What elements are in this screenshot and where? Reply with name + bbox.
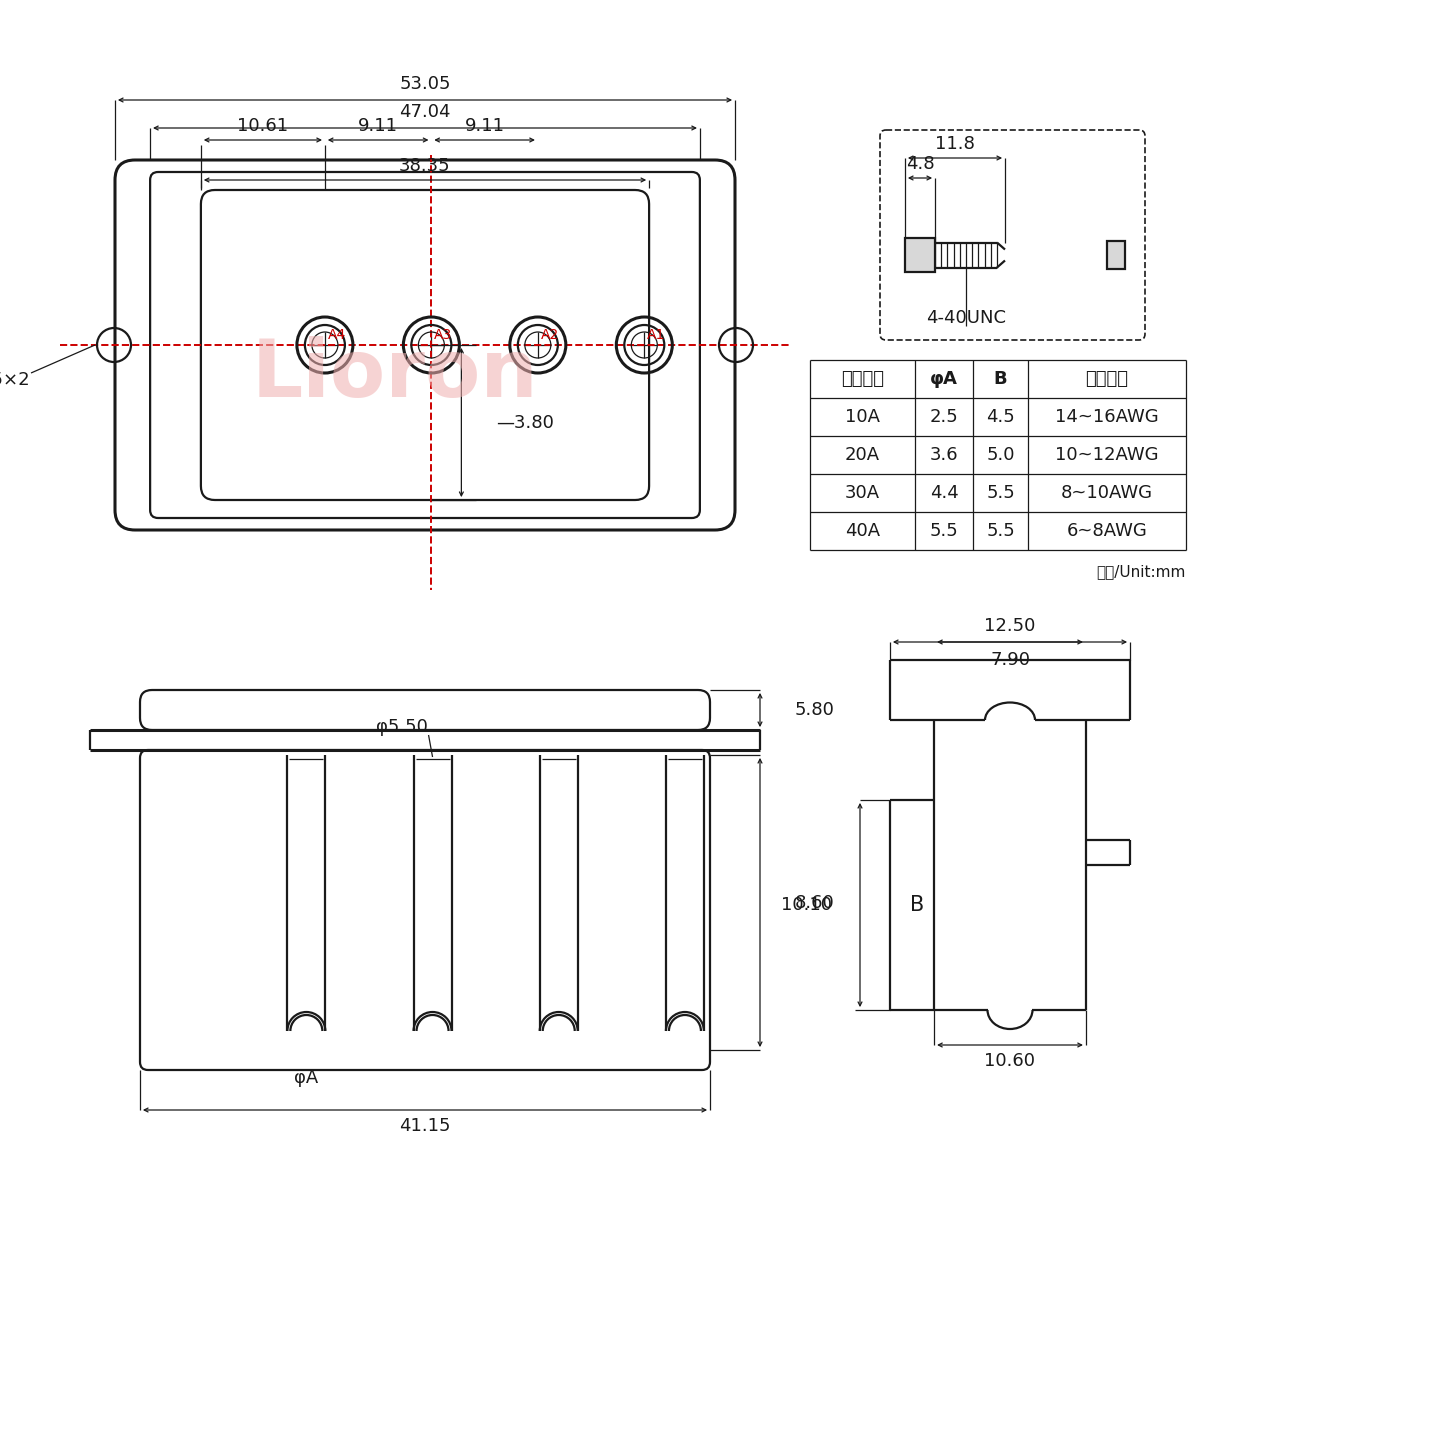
Text: 11.8: 11.8 xyxy=(935,135,975,153)
Text: 线材规格: 线材规格 xyxy=(1086,370,1129,387)
Text: 5.5: 5.5 xyxy=(986,484,1015,503)
Text: 14~16AWG: 14~16AWG xyxy=(1056,408,1159,426)
Text: —3.80: —3.80 xyxy=(497,413,554,432)
Text: φ3.15×2: φ3.15×2 xyxy=(0,372,30,389)
Text: 8.60: 8.60 xyxy=(795,893,835,912)
Text: 10A: 10A xyxy=(845,408,880,426)
Text: 4-40UNC: 4-40UNC xyxy=(926,310,1007,327)
Text: 12.50: 12.50 xyxy=(985,616,1035,635)
Text: Lioron: Lioron xyxy=(252,336,539,415)
Text: B: B xyxy=(910,896,924,914)
Text: 10~12AWG: 10~12AWG xyxy=(1056,446,1159,464)
Text: 10.10: 10.10 xyxy=(780,896,832,914)
Text: 5.5: 5.5 xyxy=(986,521,1015,540)
Text: 20A: 20A xyxy=(845,446,880,464)
Text: φ5.50: φ5.50 xyxy=(376,719,428,736)
Text: 7.90: 7.90 xyxy=(991,651,1030,670)
Text: 6~8AWG: 6~8AWG xyxy=(1067,521,1148,540)
Text: 4.4: 4.4 xyxy=(930,484,959,503)
Bar xyxy=(904,238,935,272)
Text: 53.05: 53.05 xyxy=(399,75,451,94)
Text: 3.6: 3.6 xyxy=(930,446,958,464)
Text: A4: A4 xyxy=(328,328,346,341)
Text: 单位/Unit:mm: 单位/Unit:mm xyxy=(1097,564,1187,579)
Text: φA: φA xyxy=(930,370,958,387)
Text: 47.04: 47.04 xyxy=(399,104,451,121)
Text: 30A: 30A xyxy=(845,484,880,503)
Text: A1: A1 xyxy=(648,328,665,341)
Text: 9.11: 9.11 xyxy=(465,117,504,135)
Text: 2.5: 2.5 xyxy=(930,408,959,426)
Text: 4.8: 4.8 xyxy=(906,156,935,173)
Text: 10.60: 10.60 xyxy=(985,1053,1035,1070)
Text: 38.35: 38.35 xyxy=(399,157,451,176)
Text: 9.11: 9.11 xyxy=(359,117,397,135)
Text: 40A: 40A xyxy=(845,521,880,540)
Text: 5.0: 5.0 xyxy=(986,446,1015,464)
Text: A3: A3 xyxy=(435,328,452,341)
Text: 5.80: 5.80 xyxy=(795,701,835,719)
Bar xyxy=(1107,240,1125,269)
Text: φA: φA xyxy=(294,1068,318,1087)
Text: A2: A2 xyxy=(541,328,559,341)
Text: 5.5: 5.5 xyxy=(930,521,959,540)
Text: 额定电流: 额定电流 xyxy=(841,370,884,387)
Text: B: B xyxy=(994,370,1008,387)
Text: 8~10AWG: 8~10AWG xyxy=(1061,484,1153,503)
Text: 4.5: 4.5 xyxy=(986,408,1015,426)
Text: 10.61: 10.61 xyxy=(238,117,288,135)
Text: 41.15: 41.15 xyxy=(399,1117,451,1135)
